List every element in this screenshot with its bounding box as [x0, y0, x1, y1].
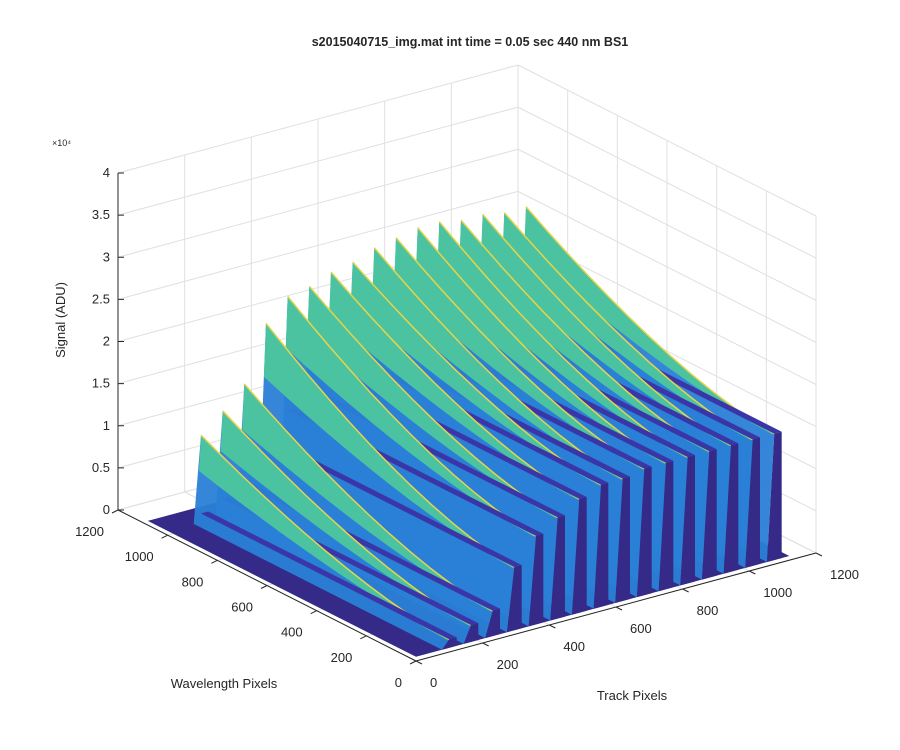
z-tick-label: 1.5 [92, 376, 110, 391]
x-tick-label: 600 [630, 621, 652, 636]
ridge-crest [417, 227, 667, 464]
z-tick-label: 2.5 [92, 291, 110, 306]
ridge-plateau [266, 439, 522, 568]
ridge-side [528, 533, 544, 627]
x-tick [749, 570, 756, 575]
x-tick-label: 1000 [763, 585, 792, 600]
y-tick [161, 534, 168, 539]
z-tick-label: 0 [103, 502, 110, 517]
x-tick-label: 0 [430, 675, 437, 690]
ridge-crest [395, 237, 645, 470]
y-tick-label: 600 [231, 600, 253, 615]
ridge-crest [503, 212, 754, 441]
y-tick-label: 1200 [75, 524, 104, 539]
y-axis-label: Wavelength Pixels [171, 676, 278, 691]
y-tick-label: 200 [331, 650, 353, 665]
grid-line [517, 190, 817, 343]
grid-line [517, 106, 817, 259]
x-tick [815, 552, 823, 557]
x-tick-label: 800 [697, 603, 719, 618]
x-tick-label: 200 [497, 657, 519, 672]
y-tick-label: 400 [281, 625, 303, 640]
ridge-side [442, 637, 457, 650]
x-axis-label: Track Pixels [597, 688, 668, 703]
grid-line [117, 64, 519, 174]
grid-line [517, 64, 817, 217]
ridge-side [485, 608, 500, 639]
z-tick-label: 1 [103, 418, 110, 433]
ridge-side [702, 449, 717, 580]
ridge-crest [287, 295, 537, 537]
ridge-crest [330, 271, 580, 500]
y-tick [409, 660, 417, 665]
x-tick [415, 660, 423, 665]
z-multiplier-label: ×10⁴ [52, 138, 71, 148]
grid-line [117, 106, 519, 216]
x-tick-label: 1200 [830, 567, 859, 582]
ridge-side [615, 476, 630, 603]
ridge-side [637, 466, 652, 598]
y-tick-label: 800 [182, 574, 204, 589]
ridge-crest [243, 383, 494, 612]
grid-line [117, 148, 519, 258]
surface-ridges [193, 206, 782, 650]
ridge-crest [482, 213, 732, 447]
y-tick [360, 635, 367, 640]
y-tick [111, 509, 119, 514]
x-tick-label: 400 [563, 639, 585, 654]
ridge-crest [373, 247, 624, 480]
ridge-side [507, 565, 522, 633]
ridge-crest [438, 221, 689, 458]
tick-labels: 0200400600800100012000200400600800100012… [75, 165, 859, 690]
z-tick-label: 3.5 [92, 207, 110, 222]
z-tick-label: 2 [103, 334, 110, 349]
ridge-side [572, 497, 587, 615]
ridge-crest [525, 206, 775, 435]
ridge-crest [308, 285, 559, 519]
chart-title: s2015040715_img.mat int time = 0.05 sec … [312, 35, 629, 49]
y-tick [260, 585, 268, 589]
x-tick [482, 642, 489, 647]
y-tick [310, 610, 317, 615]
ridge-side [593, 482, 609, 609]
x-tick [682, 588, 689, 593]
z-axis-label: Signal (ADU) [53, 282, 68, 358]
y-tick-label: 1000 [125, 549, 154, 564]
ridge-side [463, 623, 479, 644]
ridge-side [723, 443, 739, 574]
z-tick-label: 0.5 [92, 460, 110, 475]
axes [111, 172, 823, 665]
ridge-side [745, 437, 760, 568]
y-tick-label: 0 [395, 675, 402, 690]
ridge-side [550, 515, 565, 621]
z-tick-label: 4 [103, 165, 110, 180]
ridge-side [767, 431, 782, 562]
y-tick [211, 559, 218, 564]
z-tick-label: 3 [103, 249, 110, 264]
grid-line [117, 190, 519, 300]
ridge-side [680, 455, 695, 586]
ridge-plateau [201, 511, 457, 640]
ridge-crest [460, 219, 710, 452]
x-tick [615, 606, 623, 611]
grid-line [517, 148, 817, 301]
ridge-side [658, 460, 674, 592]
x-tick [549, 624, 556, 629]
ridge-crest [265, 322, 515, 568]
